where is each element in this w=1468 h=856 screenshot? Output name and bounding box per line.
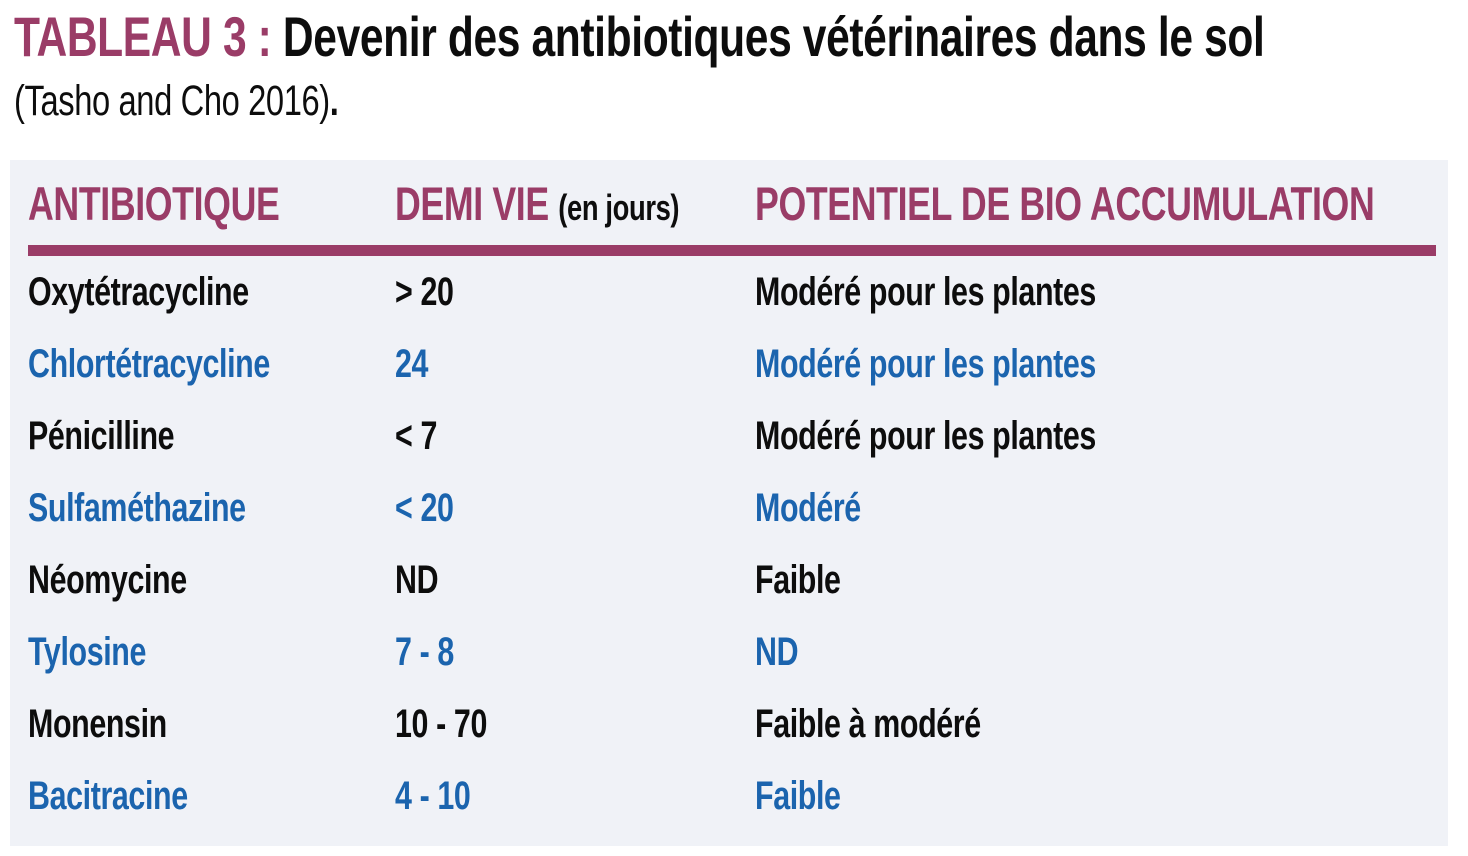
table-row: Sulfaméthazine < 20 Modéré xyxy=(28,472,1436,544)
cell-potentiel: Modéré pour les plantes xyxy=(755,413,1096,458)
cell-potentiel: Modéré xyxy=(755,485,861,530)
cell-antibiotique: Néomycine xyxy=(28,557,187,602)
source-citation: (Tasho and Cho 2016). xyxy=(14,76,441,126)
table-row: Néomycine ND Faible xyxy=(28,544,1436,616)
header-antibiotique: ANTIBIOTIQUE xyxy=(28,177,280,230)
table-row: Chlortétracycline 24 Modéré pour les pla… xyxy=(28,328,1436,400)
table-row: Pénicilline < 7 Modéré pour les plantes xyxy=(28,400,1436,472)
table-title: TABLEAU 3 : Devenir des antibiotiques vé… xyxy=(14,6,1468,68)
header-rule xyxy=(28,245,1436,256)
title-text: Devenir des antibiotiques vétérinaires d… xyxy=(271,5,1265,68)
cell-potentiel: Faible à modéré xyxy=(755,701,981,746)
cell-potentiel: Modéré pour les plantes xyxy=(755,341,1096,386)
table-row: Tylosine 7 - 8 ND xyxy=(28,616,1436,688)
cell-antibiotique: Oxytétracycline xyxy=(28,269,249,314)
cell-demi-vie: < 7 xyxy=(395,413,437,458)
cell-demi-vie: 10 - 70 xyxy=(395,701,487,746)
cell-antibiotique: Monensin xyxy=(28,701,167,746)
cell-potentiel: Faible xyxy=(755,557,841,602)
citation-text: (Tasho and Cho 2016) xyxy=(14,77,330,125)
tableau-number-label: TABLEAU 3 : xyxy=(14,5,272,68)
cell-antibiotique: Pénicilline xyxy=(28,413,175,458)
cell-antibiotique: Sulfaméthazine xyxy=(28,485,246,530)
cell-potentiel: Faible xyxy=(755,773,841,818)
header-demi-vie-label: DEMI VIE xyxy=(395,177,559,230)
cell-antibiotique: Tylosine xyxy=(28,629,147,674)
table-row: Bacitracine 4 - 10 Faible xyxy=(28,760,1436,832)
table-row: Monensin 10 - 70 Faible à modéré xyxy=(28,688,1436,760)
cell-potentiel: Modéré pour les plantes xyxy=(755,269,1096,314)
table-header-row: ANTIBIOTIQUE DEMI VIE (en jours) POTENTI… xyxy=(28,160,1436,245)
table-row: Oxytétracycline > 20 Modéré pour les pla… xyxy=(28,256,1436,328)
cell-demi-vie: 24 xyxy=(395,341,429,386)
table-body: Oxytétracycline > 20 Modéré pour les pla… xyxy=(28,256,1436,832)
cell-potentiel: ND xyxy=(755,629,799,674)
cell-demi-vie: > 20 xyxy=(395,269,454,314)
cell-demi-vie: 7 - 8 xyxy=(395,629,454,674)
table-panel: ANTIBIOTIQUE DEMI VIE (en jours) POTENTI… xyxy=(10,160,1448,846)
header-potentiel: POTENTIEL DE BIO ACCUMULATION xyxy=(755,177,1375,230)
cell-demi-vie: ND xyxy=(395,557,439,602)
citation-period: . xyxy=(329,77,339,125)
cell-demi-vie: < 20 xyxy=(395,485,454,530)
cell-antibiotique: Bacitracine xyxy=(28,773,188,818)
cell-antibiotique: Chlortétracycline xyxy=(28,341,270,386)
cell-demi-vie: 4 - 10 xyxy=(395,773,471,818)
header-demi-vie-unit: (en jours) xyxy=(558,187,680,228)
header-demi-vie: DEMI VIE (en jours) xyxy=(395,176,755,245)
